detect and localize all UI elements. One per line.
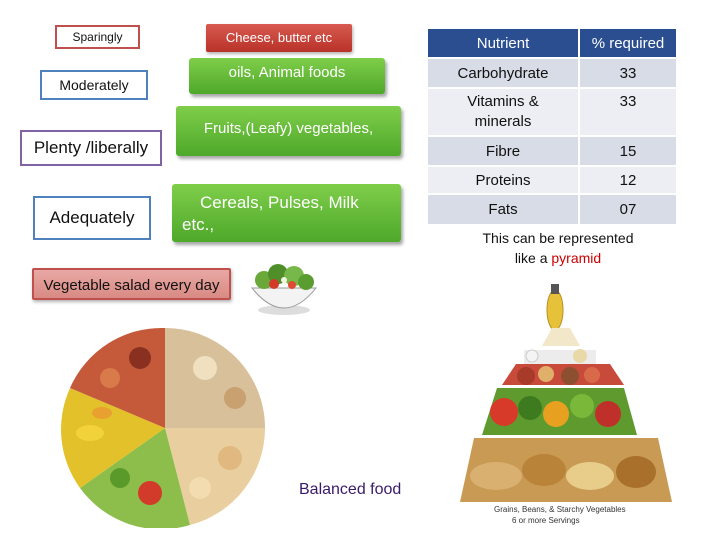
salad-bowl-image (250, 264, 318, 315)
food-pyramid-image: Grains, Beans, & Starchy Vegetables 6 or… (460, 284, 672, 525)
table-header-nutrient: Nutrient (428, 29, 580, 58)
table-cell-percent: 07 (579, 193, 678, 224)
label-moderately: Moderately (40, 70, 148, 100)
table-row: Fats 07 (428, 193, 678, 224)
table-cell-percent: 33 (579, 87, 678, 136)
pyramid-note-line2: like a pyramid (470, 248, 646, 268)
salad-label-text: Vegetable salad every day (43, 277, 220, 294)
box-oils-text: oils, Animal foods (228, 64, 346, 81)
table-cell-percent: 33 (579, 57, 678, 88)
pyramid-caption-line2: 6 or more Servings (512, 516, 580, 525)
label-moderately-text: Moderately (59, 77, 129, 93)
box-cheese: Cheese, butter etc (206, 24, 352, 52)
food-wheel-image (61, 327, 266, 528)
label-adequately: Adequately (33, 196, 151, 240)
box-cheese-text: Cheese, butter etc (225, 30, 333, 45)
pyramid-note-prefix: like a (514, 250, 552, 266)
balanced-food-caption: Balanced food (299, 481, 402, 498)
pyramid-note: This can be represented like a pyramid (470, 228, 646, 268)
table-header-row: Nutrient % required (428, 29, 678, 58)
table-header-percent: % required (579, 29, 678, 58)
table-cell-nutrient: Fibre (428, 135, 580, 166)
label-adequately-text: Adequately (49, 208, 135, 227)
pyramid-note-emphasis: pyramid (551, 250, 602, 266)
table-row: Carbohydrate 33 (428, 57, 678, 88)
box-cereals-text: Cereals, Pulses, Milk etc., (182, 193, 359, 234)
nutrient-table: Nutrient % required Carbohydrate 33 Vita… (428, 29, 678, 224)
table-cell-nutrient: Proteins (428, 165, 580, 194)
label-plenty: Plenty /liberally (20, 130, 162, 166)
box-oils: oils, Animal foods (189, 58, 385, 94)
table-cell-nutrient: Fats (428, 193, 580, 224)
table-cell-percent: 12 (579, 165, 678, 194)
box-fruits: Fruits,(Leafy) vegetables, (176, 106, 401, 156)
label-plenty-text: Plenty /liberally (33, 138, 149, 157)
table-row: Fibre 15 (428, 135, 678, 166)
table-row: Proteins 12 (428, 165, 678, 194)
box-cereals: Cereals, Pulses, Milk etc., (172, 184, 401, 242)
table-row: Vitamins & minerals 33 (428, 87, 678, 136)
pyramid-caption-line1: Grains, Beans, & Starchy Vegetables (494, 505, 626, 514)
label-sparingly-text: Sparingly (72, 30, 123, 44)
box-fruits-text: Fruits,(Leafy) vegetables, (203, 120, 374, 137)
table-cell-nutrient: Carbohydrate (428, 57, 580, 88)
label-sparingly: Sparingly (55, 25, 140, 49)
salad-label: Vegetable salad every day (32, 268, 231, 300)
table-cell-nutrient: Vitamins & minerals (428, 87, 580, 136)
pyramid-note-line1: This can be represented (482, 230, 634, 246)
table-cell-percent: 15 (579, 135, 678, 166)
